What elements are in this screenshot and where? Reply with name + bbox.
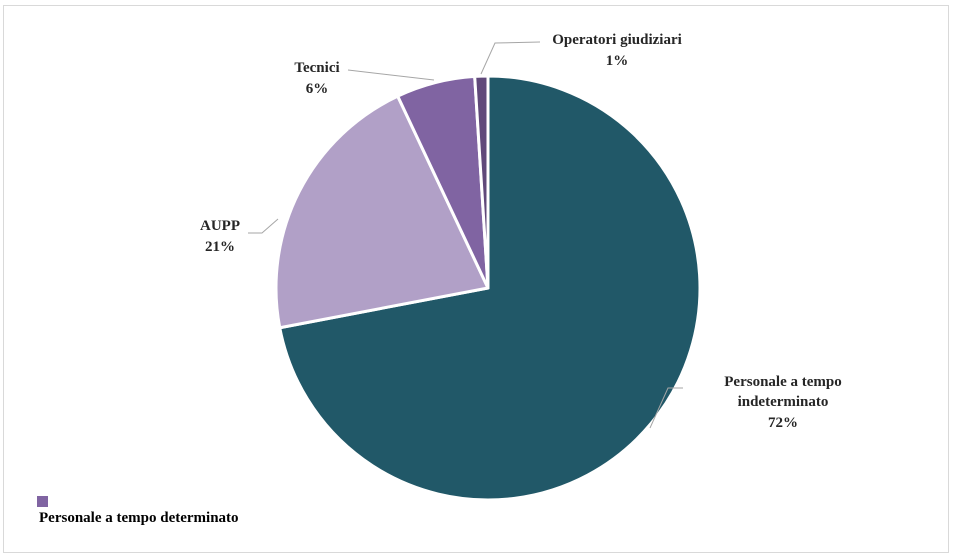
slice-operatori-giudiziari (473, 74, 490, 290)
slice-label-personale-line1: Personale a tempo (724, 374, 841, 390)
slice-label-aupp-pct: 21% (205, 239, 235, 255)
slice-label-aupp: AUPP (200, 218, 240, 234)
slice-aupp (274, 94, 490, 330)
slice-personale-indeterminato (278, 74, 702, 502)
legend-swatch (37, 496, 48, 507)
leader-line-operatori (480, 41, 541, 75)
leader-line-aupp (248, 218, 279, 234)
slice-label-tecnici: Tecnici (294, 60, 339, 76)
slice-label-operatori: Operatori giudiziari (552, 32, 682, 48)
slice-label-operatori-pct: 1% (606, 53, 629, 69)
slice-label-personale-pct: 72% (768, 415, 798, 431)
leader-line-tecnici (347, 69, 435, 81)
slice-label-tecnici-pct: 6% (306, 81, 329, 97)
legend-label: Personale a tempo determinato (39, 510, 239, 526)
slice-label-personale-line2: indeterminato (738, 394, 829, 410)
leader-line-personale (649, 387, 683, 429)
